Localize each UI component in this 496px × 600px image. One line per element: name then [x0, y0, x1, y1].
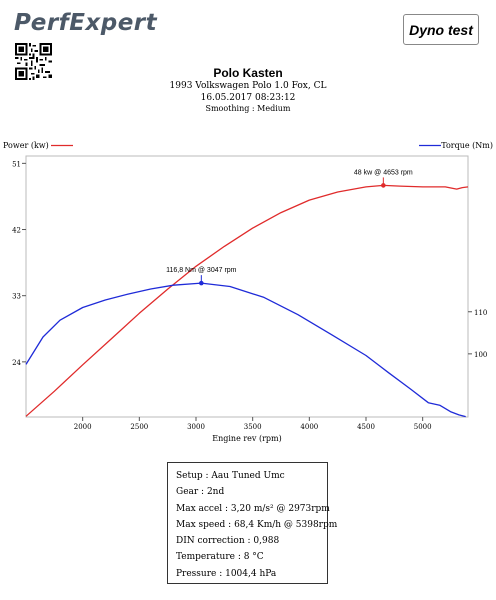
- right-y-axis-label: Torque (Nm): [441, 141, 493, 150]
- plot-frame: [25, 155, 469, 418]
- title-block: Polo Kasten 1993 Volkswagen Polo 1.0 Fox…: [0, 66, 496, 114]
- x-tick-label: 3000: [187, 423, 205, 431]
- torque-peak-marker: [199, 280, 204, 286]
- setup-info: Setup : Aau Tuned Umc: [176, 471, 285, 481]
- vehicle-subtitle: 1993 Volkswagen Polo 1.0 Fox, CL: [169, 81, 327, 91]
- x-tick-label: 4000: [300, 423, 318, 431]
- x-tick-label: 2500: [130, 423, 148, 431]
- power-curve: [25, 184, 469, 417]
- dyno-test-badge: Dyno test: [403, 14, 479, 45]
- test-datetime: 16.05.2017 08:23:12: [200, 93, 296, 103]
- torque-curve: [25, 282, 466, 418]
- x-axis-label: Engine rev (rpm): [212, 434, 282, 443]
- torque-peak-label: 116,8 Nm @ 3047 rpm: [166, 267, 237, 274]
- pressure-info: Pressure : 1004,4 hPa: [176, 568, 277, 579]
- dyno-chart: 2000 2500 3000 3500 4000 4500 5000 Engine rev (…: [3, 141, 493, 443]
- power-peak-label: 48 kw @ 4653 rpm: [354, 169, 413, 176]
- left-y-tick-label: 51: [12, 160, 21, 168]
- qr-code: [15, 43, 52, 80]
- gear-info: Gear : 2nd: [176, 487, 225, 498]
- page-title: Polo Kasten: [213, 66, 283, 80]
- din-correction-info: DIN correction : 0,988: [176, 536, 280, 547]
- x-tick-label: 3500: [244, 423, 262, 431]
- left-y-tick-label: 42: [12, 227, 21, 235]
- right-y-tick-label: 110: [474, 309, 487, 317]
- left-y-tick-label: 33: [12, 293, 21, 301]
- power-peak-marker: [381, 183, 386, 188]
- max-accel-info: Max accel : 3,20 m/s² @ 2973rpm: [176, 503, 330, 514]
- x-tick-label: 2000: [74, 423, 92, 431]
- perfexpert-logo: PerfExpert: [14, 10, 158, 36]
- left-y-axis-label: Power (kw): [3, 141, 49, 150]
- temperature-info: Temperature : 8 °C: [176, 552, 264, 563]
- x-tick-label: 4500: [357, 423, 375, 431]
- max-speed-info: Max speed : 68,4 Km/h @ 5398rpm: [176, 519, 338, 530]
- test-info-box: Setup : Aau Tuned Umc Gear : 2nd Max acc…: [167, 462, 338, 584]
- left-y-tick-label: 24: [12, 359, 21, 367]
- x-tick-label: 5000: [414, 423, 432, 431]
- smoothing-label: Smoothing : Medium: [205, 104, 291, 113]
- right-y-tick-label: 100: [474, 351, 487, 359]
